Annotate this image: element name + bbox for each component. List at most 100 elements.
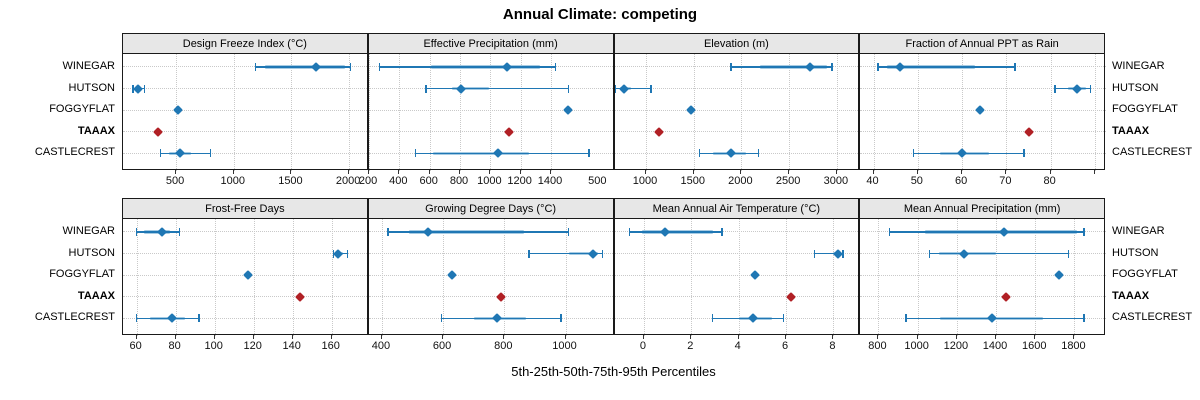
x-gridline: [291, 54, 293, 171]
x-tick: [961, 170, 963, 174]
x-tick: [692, 170, 694, 174]
x-axis-caption: 5th-25th-50th-75th-95th Percentiles: [511, 364, 716, 379]
row-gridline: [123, 88, 369, 89]
row-gridline: [614, 131, 861, 133]
x-tick: [174, 335, 176, 339]
whisker-cap: [698, 149, 701, 158]
x-gridline: [836, 54, 838, 171]
x-tick-label: 2: [687, 340, 694, 352]
station-label-left-foggyflat: FOGGYFLAT: [49, 268, 115, 281]
x-tick: [549, 170, 551, 174]
x-tick-label: 80: [1043, 175, 1056, 187]
panel-mean-annual-air-temperature-c: [613, 218, 861, 336]
whisker-cap: [528, 249, 530, 258]
median-dot-castlecrest: [492, 148, 503, 159]
x-gridline: [996, 219, 998, 336]
x-tick-label: 800: [494, 340, 513, 352]
strip-mean-annual-precipitation-mm: Mean Annual Precipitation (mm): [859, 198, 1105, 218]
row-gridline: [123, 253, 369, 254]
x-tick: [740, 170, 742, 174]
station-label-left-winegar: WINEGAR: [62, 224, 115, 237]
x-tick-label: 0: [639, 340, 646, 352]
station-label-left-hutson: HUTSON: [68, 81, 115, 94]
median-dot-taaax: [295, 291, 306, 302]
median-dot-foggyflat: [563, 105, 574, 116]
station-label-left-foggyflat: FOGGYFLAT: [49, 103, 115, 116]
row-gridline: [123, 296, 369, 298]
x-gridline: [460, 54, 461, 171]
strip-effective-precipitation-mm: Effective Precipitation (mm): [367, 33, 614, 53]
whisker-cap: [721, 227, 723, 236]
median-dot-taaax: [1000, 291, 1011, 302]
x-gridline: [331, 219, 333, 336]
row-gridline: [860, 88, 1106, 89]
median-dot-winegar: [422, 226, 433, 237]
station-label-right-winegar: WINEGAR: [1112, 59, 1165, 72]
whisker-cap: [1023, 149, 1025, 158]
whisker-cap: [588, 149, 590, 158]
x-tick: [290, 170, 292, 174]
station-label-right-castlecrest: CASTLECREST: [1112, 146, 1193, 159]
x-tick: [1034, 335, 1036, 339]
row-gridline: [368, 109, 615, 111]
row-gridline: [368, 131, 615, 133]
x-gridline: [565, 219, 567, 336]
whisker-cap: [143, 84, 146, 93]
whisker-cap: [567, 84, 570, 93]
whisker-cap: [757, 149, 760, 158]
x-tick-label: 100: [204, 340, 223, 352]
row-gridline: [614, 296, 861, 298]
median-dot-foggyflat: [750, 270, 761, 281]
strip-mean-annual-air-temperature-c: Mean Annual Air Temperature (°C): [613, 198, 860, 218]
percentile-range-winegar: [877, 66, 1016, 68]
x-tick-label: 1000: [477, 175, 502, 187]
row-gridline: [123, 152, 369, 154]
x-tick: [291, 335, 293, 339]
x-tick: [995, 335, 997, 339]
x-tick: [642, 335, 644, 339]
x-tick-label: 40: [866, 175, 879, 187]
station-label-right-taaax: TAAAX: [1112, 289, 1150, 302]
x-tick: [489, 170, 491, 174]
x-tick-label: 120: [243, 340, 262, 352]
x-tick: [398, 170, 400, 174]
x-tick: [1073, 335, 1075, 339]
whisker-cap: [387, 227, 389, 236]
x-tick: [1005, 170, 1007, 174]
percentile-range-winegar: [388, 231, 569, 233]
x-gridline: [1074, 219, 1076, 336]
x-tick-label: 1000: [904, 340, 929, 352]
whisker-cap: [560, 314, 562, 323]
whisker-cap: [346, 249, 349, 258]
whisker-cap: [877, 62, 879, 71]
percentile-range-hutson: [528, 252, 603, 255]
x-gridline: [917, 54, 919, 171]
x-tick: [788, 170, 790, 174]
x-tick-label: 2000: [728, 175, 753, 187]
x-tick: [785, 335, 787, 339]
panel-design-freeze-index-c: [122, 53, 369, 171]
x-tick-label: 1800: [1061, 340, 1086, 352]
x-gridline: [691, 219, 693, 336]
panel-growing-degree-days-c: [367, 218, 615, 336]
x-gridline: [381, 219, 383, 336]
row-gridline: [123, 131, 369, 133]
whisker-cap: [711, 314, 714, 323]
x-gridline: [369, 54, 371, 171]
station-label-right-winegar: WINEGAR: [1112, 224, 1165, 237]
x-gridline: [786, 219, 788, 336]
x-gridline: [443, 219, 445, 336]
median-dot-taaax: [1023, 126, 1034, 137]
strip-elevation-m: Elevation (m): [613, 33, 860, 53]
x-tick: [380, 335, 382, 339]
x-gridline: [956, 219, 958, 336]
whisker-cap: [135, 227, 138, 236]
whisker-cap: [198, 314, 200, 323]
median-dot-castlecrest: [957, 148, 968, 159]
median-dot-taaax: [153, 126, 164, 137]
percentile-range-hutson: [615, 87, 651, 90]
x-gridline: [520, 54, 522, 171]
x-tick-label: 2500: [775, 175, 801, 187]
median-dot-winegar: [157, 226, 167, 237]
percentile-range-winegar: [730, 66, 833, 68]
